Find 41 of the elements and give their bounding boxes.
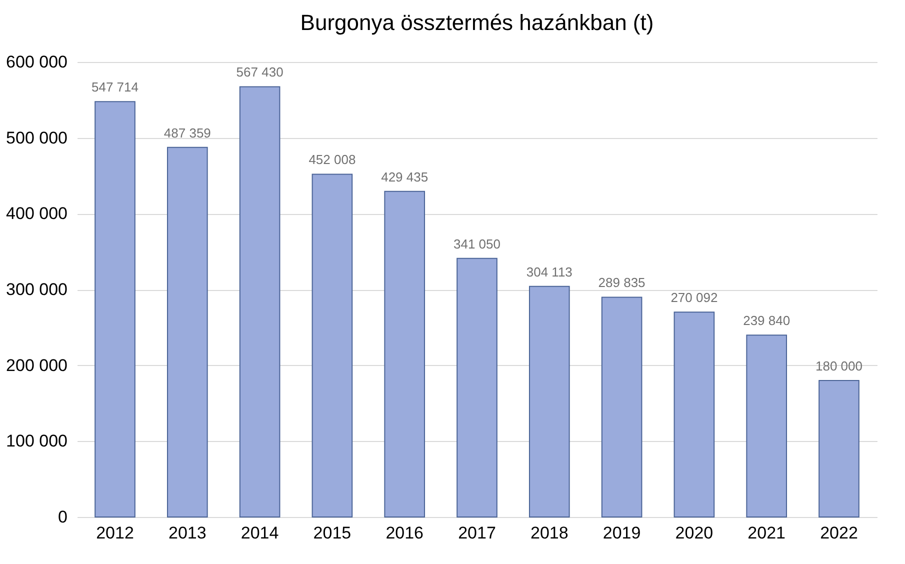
data-label: 270 092 (670, 290, 718, 306)
bar (384, 190, 426, 518)
data-label: 341 050 (454, 236, 500, 252)
x-tick-label: 2020 (675, 524, 714, 542)
x-tick-label: 2021 (748, 524, 786, 542)
bar (94, 101, 136, 518)
x-tick-label: 2019 (602, 524, 641, 542)
bar (818, 380, 860, 518)
bar (239, 86, 280, 518)
x-tick-label: 2015 (313, 524, 352, 542)
x-tick-label: 2022 (820, 524, 858, 542)
y-tick-label: 500 000 (6, 128, 68, 148)
data-label: 429 435 (381, 169, 428, 184)
data-label: 180 000 (815, 358, 862, 374)
chart-title: Burgonya össztermés hazánkban (t) (300, 10, 654, 35)
data-label: 547 714 (92, 80, 139, 95)
x-tick-label: 2012 (96, 524, 134, 542)
data-label: 487 359 (164, 125, 211, 140)
data-label: 289 835 (598, 275, 646, 290)
y-tick-label: 600 000 (6, 52, 68, 72)
x-tick-label: 2013 (168, 524, 206, 542)
data-label: 239 840 (743, 313, 790, 328)
bar (601, 296, 642, 518)
y-tick-label: 400 000 (6, 204, 68, 224)
y-tick-label: 200 000 (6, 356, 68, 375)
x-tick-label: 2014 (240, 524, 279, 542)
bar (312, 174, 353, 518)
data-label: 567 430 (236, 64, 284, 80)
bar (528, 286, 570, 518)
bar (746, 334, 787, 518)
bar (456, 258, 498, 518)
x-tick-label: 2017 (458, 524, 496, 542)
y-tick-label: 0 (58, 508, 68, 526)
bar (674, 312, 715, 518)
x-tick-label: 2018 (530, 524, 568, 542)
y-tick-label: 300 000 (6, 280, 68, 299)
bar (167, 146, 208, 518)
y-tick-label: 100 000 (6, 432, 68, 451)
x-tick-label: 2016 (386, 524, 424, 542)
data-label: 304 113 (526, 264, 572, 280)
data-label: 452 008 (308, 152, 356, 168)
